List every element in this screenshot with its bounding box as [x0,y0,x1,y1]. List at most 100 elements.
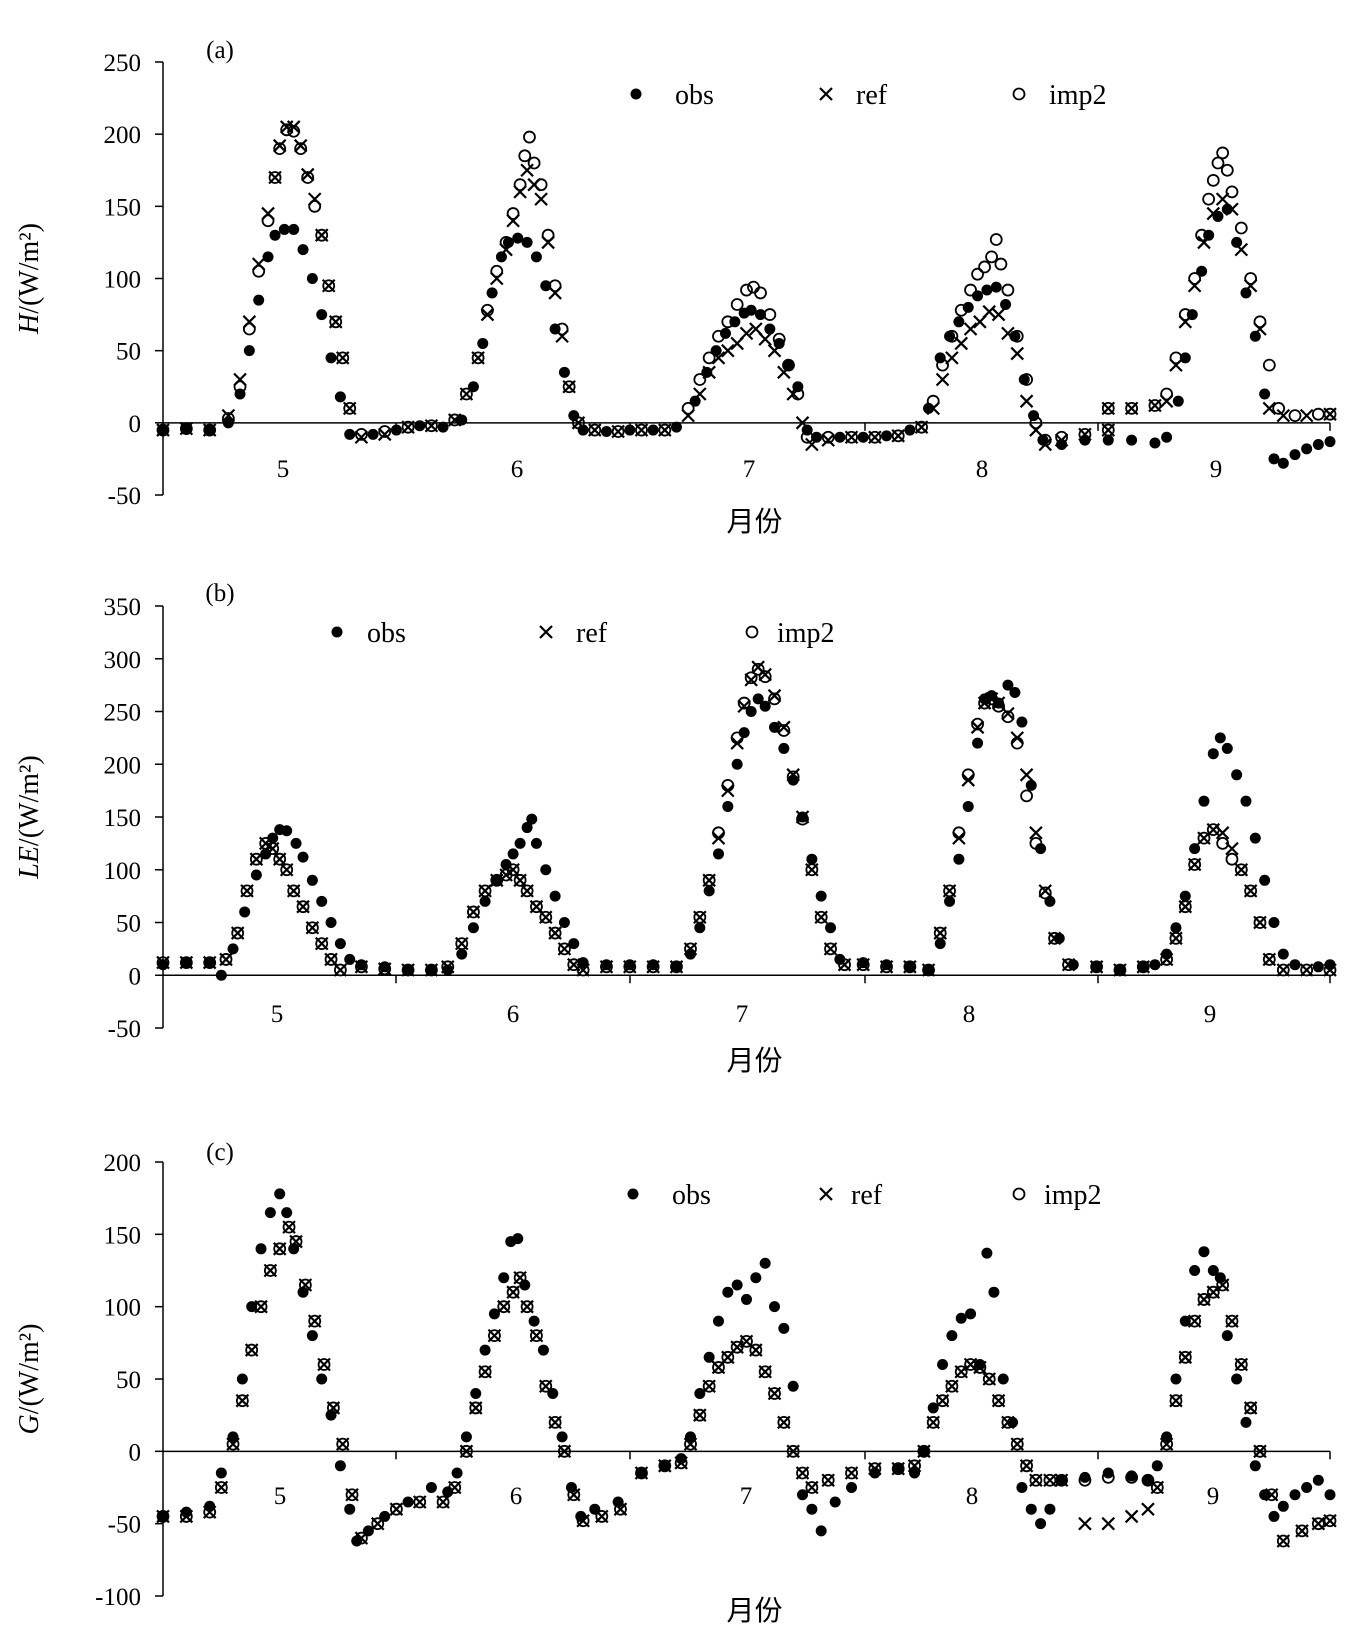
data-point-imp2 [824,942,837,956]
data-point-ref [805,437,819,452]
panel-label: (a) [206,37,234,64]
data-point-obs [769,1301,781,1313]
data-point-obs [990,281,1002,293]
data-point-imp2 [1169,1394,1183,1408]
data-point-obs [1289,449,1301,461]
data-point-imp2 [952,826,966,840]
y-tick-label: 250 [104,700,142,727]
data-point-imp2 [989,233,1003,246]
legend-marker-imp2 [1012,1187,1026,1201]
data-point-obs [694,922,706,934]
data-point-obs [1016,1482,1028,1493]
data-point-ref [777,720,791,735]
data-point-obs [764,323,776,335]
data-point-obs [1221,742,1233,754]
data-point-imp2 [326,1401,340,1415]
data-point-imp2 [730,1340,744,1354]
data-point-imp2 [1136,960,1150,974]
data-point-imp2 [994,257,1008,271]
data-point-imp2 [1029,836,1043,850]
data-point-imp2 [964,283,977,297]
data-point-obs [297,244,309,256]
data-point-obs [712,1315,724,1327]
data-point-obs [281,1207,293,1219]
data-point-imp2 [845,1466,858,1480]
data-point-imp2 [805,1481,819,1494]
data-point-obs [479,1344,491,1356]
data-point-ref [1225,202,1239,216]
data-point-imp2 [317,1358,331,1371]
data-point-obs [703,1351,715,1363]
y-axis-unit: /(W/m²) [14,1323,45,1414]
data-point-imp2 [903,960,917,974]
data-point-imp2 [1253,1444,1267,1458]
data-point-imp2 [740,283,753,297]
data-point-obs [1277,1500,1289,1512]
x-tick-label: 9 [1207,1483,1220,1510]
legend-label-imp2: imp2 [1049,80,1107,111]
data-point-imp2 [287,884,301,898]
data-point-imp2 [1178,308,1192,321]
data-point-imp2 [1262,953,1276,966]
y-tick-label: 100 [104,1295,142,1322]
data-point-imp2 [588,423,602,437]
data-point-ref [272,138,287,153]
data-point-obs [778,742,790,754]
data-point-obs [750,1272,762,1284]
y-tick-label: 300 [104,647,142,674]
data-point-imp2 [455,937,469,950]
data-point-imp2 [308,199,322,213]
x-axis-label: 月份 [726,1595,782,1627]
data-point-obs [1249,330,1261,342]
data-point-ref [534,192,548,206]
data-point-imp2 [777,724,791,737]
legend-marker-obs [331,626,343,638]
data-point-imp2 [263,1264,277,1277]
legend-label-imp2: imp2 [777,618,835,649]
data-point-imp2 [821,1473,835,1487]
data-point-obs [1221,1330,1233,1342]
legend-label-imp2: imp2 [1044,1180,1102,1211]
data-point-obs [997,1373,1009,1385]
data-point-obs [540,280,552,292]
data-point-obs [1277,457,1289,469]
legend-marker-obs [630,88,642,100]
data-point-imp2 [555,322,569,336]
data-point-ref [721,343,735,358]
y-tick-label: -50 [108,1512,141,1539]
data-point-imp2 [1125,401,1139,415]
data-point-obs [442,1486,454,1498]
data-point-imp2 [567,958,581,972]
x-tick-label: 8 [963,1001,976,1028]
data-point-imp2 [954,303,968,317]
data-point-imp2 [478,884,492,898]
x-tick-label: 7 [740,1483,753,1510]
data-point-obs [769,721,781,733]
data-point-imp2 [541,228,555,242]
y-tick-label: 150 [104,194,142,221]
data-point-obs [526,813,538,825]
data-point-obs [530,251,542,263]
data-point-obs [1170,1373,1182,1385]
data-point-obs [741,1293,752,1305]
data-point-imp2 [985,250,998,264]
data-point-obs [1324,436,1336,448]
data-point-imp2 [933,926,947,940]
data-point-obs [334,391,346,403]
data-point-obs [806,853,818,865]
data-point-obs [528,1315,540,1327]
data-point-obs [904,424,916,436]
data-point-obs [467,922,479,934]
data-point-obs [719,327,731,339]
data-point-imp2 [1010,329,1024,343]
data-point-imp2 [567,1488,581,1502]
data-point-ref [1029,826,1043,840]
data-point-obs [988,1286,1000,1298]
data-point-ref [1141,1502,1155,1516]
data-point-obs [1301,1482,1313,1493]
data-point-obs [752,693,764,705]
data-point-imp2 [252,264,266,278]
data-point-obs [390,424,402,436]
data-point-imp2 [490,264,504,278]
data-point-ref [795,810,810,824]
